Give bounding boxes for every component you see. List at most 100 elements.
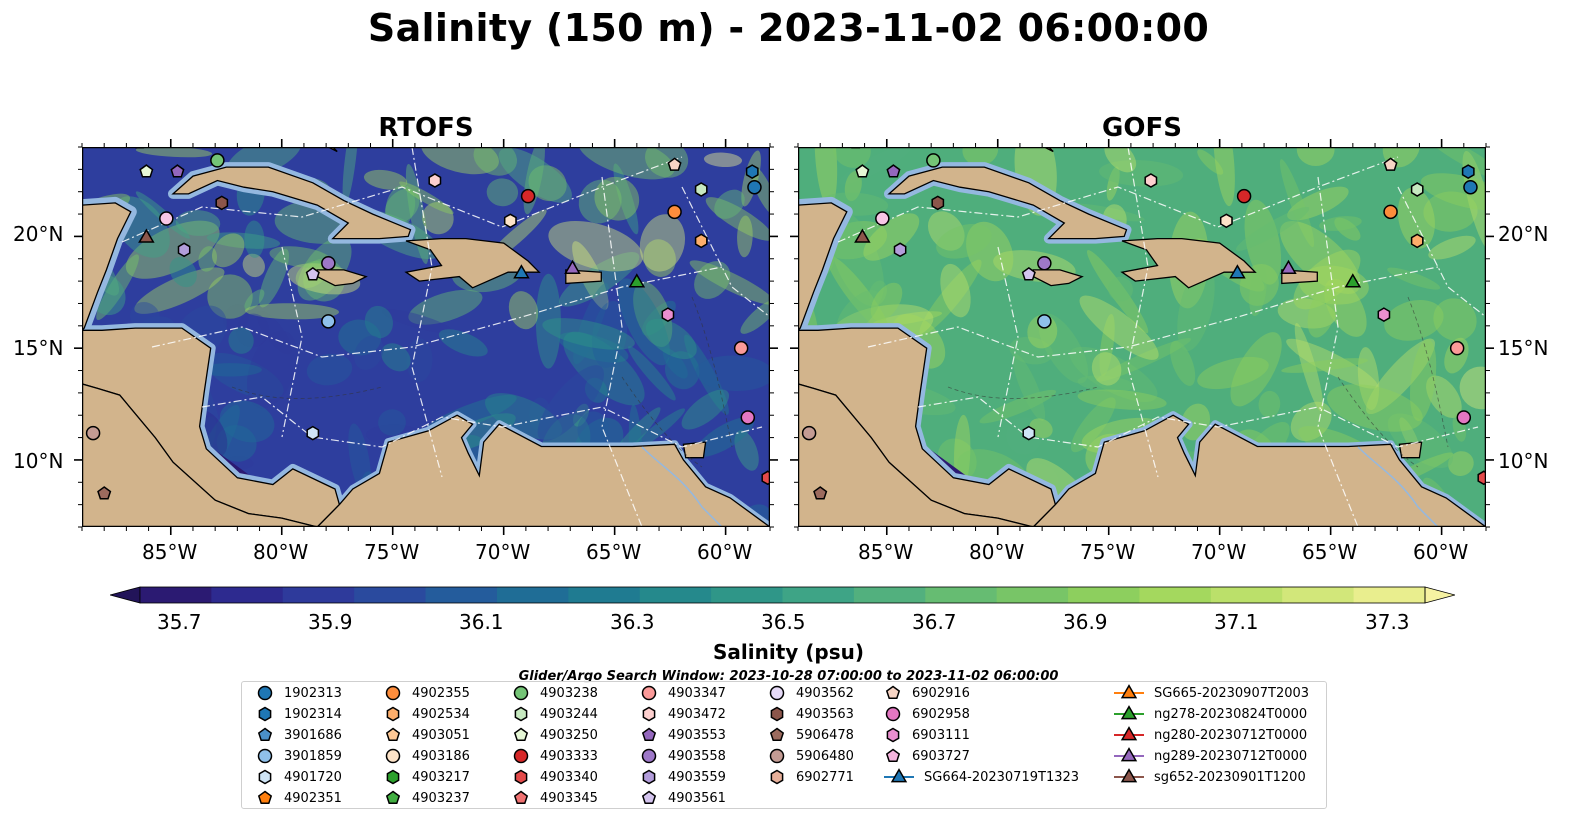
- circle-marker-icon: [513, 748, 529, 764]
- colorbar-bin: [282, 587, 355, 603]
- hexagon-marker: [770, 769, 784, 785]
- platform-marker: [215, 195, 229, 211]
- legend-label: 5906478: [796, 727, 854, 743]
- pentagon-marker-icon: [513, 727, 529, 742]
- legend-label: 1902314: [284, 706, 342, 722]
- glider-triangle-icon: [1114, 726, 1144, 741]
- colorbar-bin: [1068, 587, 1140, 603]
- legend-item: 5906480: [766, 746, 854, 766]
- glider-triangle-icon: [1114, 705, 1144, 720]
- map-panel-rtofs[interactable]: [82, 147, 770, 527]
- colorbar-tick-label: 36.5: [761, 610, 806, 634]
- legend-item: SG665-20230907T2003: [1112, 683, 1309, 703]
- colorbar-extend-low: [110, 586, 141, 604]
- land-cuba: [171, 166, 412, 240]
- circle-marker-icon: [257, 685, 273, 701]
- land-hispaniola: [404, 237, 541, 289]
- pentagon-marker: [513, 727, 529, 742]
- map-panel-gofs[interactable]: [798, 147, 1486, 527]
- legend-item: 4903333: [510, 746, 598, 766]
- legend-item: 4903238: [510, 683, 598, 703]
- colorbar-bin: [711, 587, 783, 603]
- pentagon-marker: [257, 727, 273, 742]
- colorbar-extend-high: [1424, 586, 1455, 604]
- platform-marker: [1456, 410, 1472, 425]
- search-window-caption: Glider/Argo Search Window: 2023-10-28 07…: [518, 669, 1059, 684]
- colorbar: [110, 586, 1455, 604]
- pentagon-marker-icon: [641, 790, 657, 805]
- legend-label: 4903244: [540, 706, 598, 722]
- pentagon-marker-icon: [257, 727, 273, 742]
- legend-label: 4903333: [540, 748, 598, 764]
- platform-marker: [1219, 213, 1233, 229]
- colorbar-tick-label: 35.7: [157, 610, 202, 634]
- legend-label: 1902313: [284, 685, 342, 701]
- circle-marker: [513, 685, 529, 701]
- river: [641, 446, 723, 527]
- platform-marker: [667, 157, 682, 171]
- pentagon-marker-icon: [641, 727, 657, 742]
- circle-marker-icon: [885, 706, 901, 722]
- circle-marker-icon: [769, 685, 785, 701]
- legend-item: 4903472: [638, 704, 726, 724]
- circle-marker: [769, 748, 785, 764]
- platform-marker: [1021, 266, 1036, 281]
- colorbar-bin: [211, 587, 284, 603]
- colorbar-tick-label: 36.7: [912, 610, 957, 634]
- legend-label: ng280-20230712T0000: [1154, 727, 1308, 743]
- platform-marker: [1344, 273, 1362, 288]
- lon-tick-label: 75°W: [364, 540, 420, 564]
- platform-marker: [1037, 255, 1052, 271]
- colorbar-tick-label: 35.9: [308, 610, 353, 634]
- platform-marker: [170, 164, 185, 178]
- colorbar-bin: [354, 587, 427, 603]
- colorbar-bin: [568, 587, 641, 603]
- legend-item: 4903563: [766, 704, 854, 724]
- legend-label: 4903562: [796, 685, 854, 701]
- legend-label: 4903553: [668, 727, 726, 743]
- axis-ticks: [790, 139, 1494, 535]
- platform-marker: [761, 470, 770, 486]
- colorbar-bin: [925, 587, 998, 603]
- colorbar-bin: [782, 587, 855, 603]
- legend-item: sg652-20230901T1200: [1112, 767, 1306, 787]
- legend-label: 6903727: [912, 748, 970, 764]
- pentagon-marker-icon: [257, 790, 273, 805]
- legend-item: 4902534: [382, 704, 470, 724]
- legend-label: 4903238: [540, 685, 598, 701]
- platform-marker: [1410, 233, 1424, 249]
- platform-marker: [428, 173, 442, 188]
- map-frame: [798, 147, 1486, 527]
- colorbar-bin: [140, 587, 212, 603]
- legend-label: 4903347: [668, 685, 726, 701]
- hexagon-marker-icon: [770, 706, 784, 722]
- hexagon-marker: [642, 706, 656, 722]
- legend-label: 4902355: [412, 685, 470, 701]
- pentagon-marker: [641, 790, 657, 805]
- legend-label: 4902351: [284, 790, 342, 806]
- lon-tick-label: 85°W: [858, 540, 914, 564]
- pentagon-marker: [257, 790, 273, 805]
- platform-marker: [931, 195, 945, 211]
- legend-label: 4903051: [412, 727, 470, 743]
- platform-marker: [740, 410, 756, 425]
- legend-label: 4903563: [796, 706, 854, 722]
- legend-label: 5906480: [796, 748, 854, 764]
- colorbar-bin: [1282, 587, 1355, 603]
- lon-tick-label: 70°W: [475, 540, 531, 564]
- legend-item: 6903111: [882, 725, 970, 745]
- platform-marker: [747, 179, 762, 195]
- legend-item: ng278-20230824T0000: [1112, 704, 1307, 724]
- legend-item: 4903340: [510, 767, 598, 787]
- glider-triangle-icon: [884, 768, 914, 783]
- lon-tick-label: 60°W: [697, 540, 753, 564]
- platform-marker: [667, 204, 682, 220]
- circle-marker-icon: [641, 685, 657, 701]
- platform-marker: [159, 211, 174, 226]
- colorbar-tick-label: 37.1: [1214, 610, 1259, 634]
- lon-tick-label: 70°W: [1191, 540, 1247, 564]
- pentagon-marker-icon: [885, 748, 901, 763]
- legend-item: 4903558: [638, 746, 726, 766]
- lat-tick-label: 15°N: [1498, 336, 1549, 360]
- platform-marker: [1449, 340, 1465, 356]
